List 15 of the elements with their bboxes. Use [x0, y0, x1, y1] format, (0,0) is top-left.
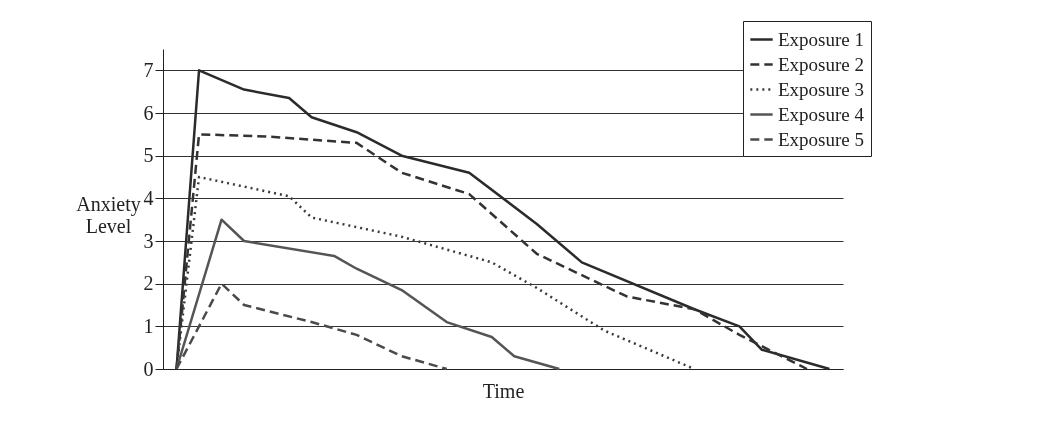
y-axis-title: Anxiety Level	[76, 192, 141, 237]
y-tick-label: 0	[143, 357, 154, 380]
y-tick-label: 6	[143, 101, 154, 124]
x-axis-title: Time	[482, 379, 525, 402]
legend-label: Exposure 1	[778, 28, 865, 50]
y-tick-label: 1	[143, 314, 154, 337]
y-tick-label: 3	[143, 229, 154, 252]
y-tick-label: 5	[143, 144, 154, 167]
y-tick-label: 7	[143, 58, 154, 81]
legend-label: Exposure 5	[778, 128, 865, 150]
legend-label: Exposure 3	[778, 78, 865, 100]
y-tick-label: 2	[143, 272, 154, 295]
y-tick-label: 4	[143, 186, 154, 209]
legend-label: Exposure 4	[778, 103, 865, 125]
legend-label: Exposure 2	[778, 53, 865, 75]
